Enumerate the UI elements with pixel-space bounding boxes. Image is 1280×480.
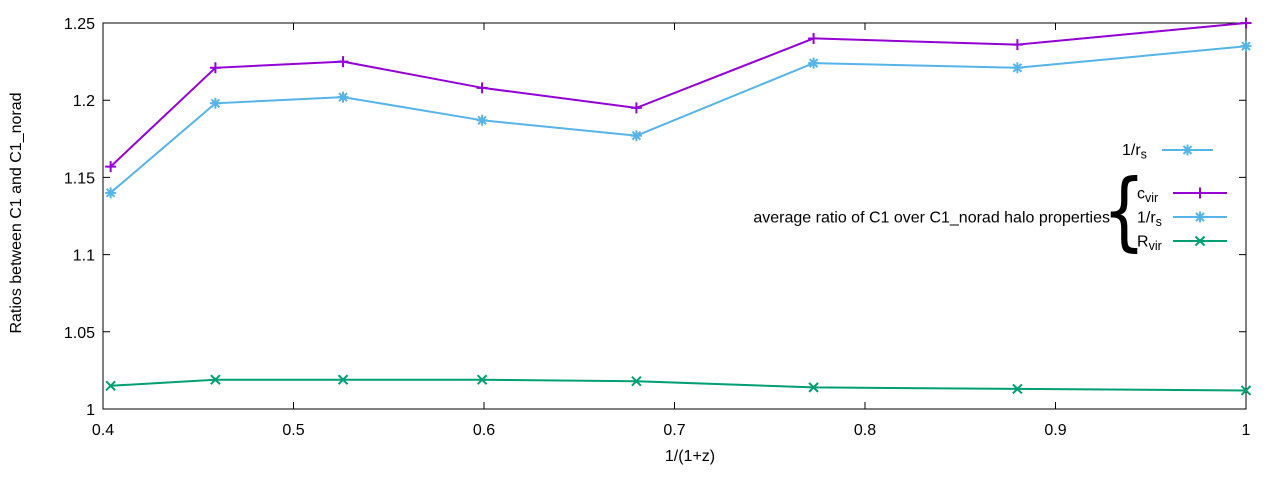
x-tick-label: 0.4 [92,422,114,439]
data-series [105,17,1252,396]
legend-entry-R_vir: Rvir [1137,234,1227,254]
legend-entry-1/r_s: 1/rs [1137,210,1227,230]
x-tick-label: 0.5 [282,422,304,439]
y-axis-label: Ratios between C1 and C1_norad [8,92,25,333]
legend-entry-c_vir: cvir [1137,186,1227,206]
x-tick-label: 0.8 [854,422,876,439]
legend-sample-marker [1182,144,1193,156]
series-line [109,45,1247,194]
series-line [110,378,1247,392]
y-tick-label: 1 [86,402,95,419]
legend-group-title: average ratio of C1 over C1_norad halo p… [753,210,1110,227]
axes: 0.4 0.5 0.6 0.7 0.8 0.9 1 1 1.05 1.1 1.15 1.2 1.25 [64,16,1251,439]
y-tick-label: 1.15 [64,170,95,187]
legend-sample-marker [1194,187,1206,199]
x-tick-label: 1 [1242,422,1251,439]
legend-label-c_vir: cvir [1137,186,1158,206]
x-tick-label: 0.6 [473,422,495,439]
x-axis-label: 1/(1+z) [665,448,715,465]
y-tick-label: 1.1 [73,248,95,265]
legend-group-brace: { [1102,162,1146,261]
legend-label-1/r_s: 1/rs [1137,210,1162,230]
series-1/r_s [105,40,1252,199]
y-tick-label: 1.05 [64,325,95,342]
series-line [109,22,1247,168]
tick-marks [102,22,1247,410]
y-tick-label: 1.2 [73,93,95,110]
legend-entry-standalone: 1/rs [1122,142,1213,162]
series-R_vir [105,374,1252,396]
series-c_vir [105,17,1252,173]
legend: 1/rs average ratio of C1 over C1_norad ha… [753,142,1227,261]
legend-sample-marker [1194,211,1206,223]
legend-sample-marker [1194,235,1206,247]
x-tick-label: 0.7 [663,422,685,439]
series-markers [105,374,1252,396]
legend-label-1/r_s: 1/rs [1122,142,1147,162]
legend-label-R_vir: Rvir [1137,234,1162,254]
y-tick-label: 1.25 [64,16,95,33]
series-markers [105,17,1252,173]
x-tick-label: 0.9 [1044,422,1066,439]
series-markers [105,40,1252,199]
